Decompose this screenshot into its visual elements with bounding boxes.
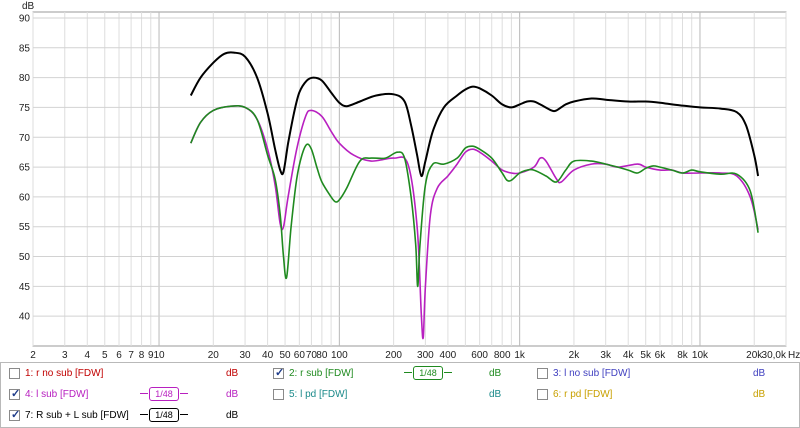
x-tick-label: 3k <box>600 350 612 361</box>
legend-item-4-checkbox[interactable]: ✓ <box>9 388 21 400</box>
x-axis-unit-label: Hz <box>788 350 800 361</box>
x-tick-label: 60 <box>294 350 306 361</box>
legend-item-2-unit: dB <box>489 368 502 379</box>
x-tick-label: 40 <box>262 350 274 361</box>
checkmark-icon: ✓ <box>11 388 21 400</box>
x-tick-labels: 2 3 4 5 6 7 8 9 10 20 30 40 50 60 70 80 100 200 300 400 600 8… <box>30 350 787 361</box>
legend-item-2-label[interactable]: 2: r sub [FDW] <box>289 368 354 379</box>
x-tick-label: 2k <box>569 350 581 361</box>
x-tick-label: 400 <box>440 350 457 361</box>
series-line-1 <box>190 104 759 340</box>
x-tick-label: 9 <box>148 350 154 361</box>
x-tick-label: 4 <box>84 350 90 361</box>
x-tick-label: 6 <box>116 350 122 361</box>
y-tick-label: 45 <box>19 282 31 293</box>
y-axis-label: dB <box>22 1 35 12</box>
x-tick-label: 50 <box>280 350 292 361</box>
x-tick-label: 80 <box>316 350 328 361</box>
legend-item-7-smoothing-icon[interactable]: 1/48 <box>140 408 188 422</box>
legend-item-7-label[interactable]: 7: R sub + L sub [FDW] <box>25 410 129 421</box>
x-tick-label: 6k <box>655 350 667 361</box>
legend-item-6-label[interactable]: 6: r pd [FDW] <box>553 389 613 400</box>
y-tick-label: 80 <box>19 73 31 84</box>
x-tick-label: 100 <box>331 350 348 361</box>
x-tick-label: 200 <box>385 350 402 361</box>
legend-item-5-unit: dB <box>489 389 502 400</box>
x-tick-label: 70 <box>306 350 318 361</box>
x-tick-label: 1k <box>514 350 526 361</box>
x-tick-label: 4k <box>623 350 635 361</box>
y-tick-label: 50 <box>19 252 31 263</box>
legend-item-2-checkbox[interactable]: ✓ <box>273 367 285 379</box>
legend-item-7-checkbox[interactable]: ✓ <box>9 409 21 421</box>
x-tick-label: 8k <box>677 350 689 361</box>
legend-panel: 1: r no sub [FDW] dB ✓ 2: r sub [FDW] 1/… <box>0 362 800 428</box>
legend-item-6-unit: dB <box>753 389 766 400</box>
y-tick-label: 75 <box>19 103 31 114</box>
legend-item-5-checkbox[interactable] <box>273 389 284 400</box>
legend-item-4-label[interactable]: 4: l sub [FDW] <box>25 389 89 400</box>
series-line-3 <box>189 51 760 178</box>
legend-item-3-unit: dB <box>753 368 766 379</box>
legend-item-6-checkbox[interactable] <box>537 389 548 400</box>
x-tick-label: 10k <box>692 350 709 361</box>
x-tick-label: 3 <box>62 350 68 361</box>
legend-item-1-checkbox[interactable] <box>9 368 20 379</box>
legend-item-1-unit: dB <box>226 368 239 379</box>
legend-row: 1: r no sub [FDW] dB ✓ 2: r sub [FDW] 1/… <box>1 364 799 385</box>
y-tick-label: 65 <box>19 163 31 174</box>
y-tick-labels: 40 45 50 55 60 65 70 75 80 85 90 <box>19 13 31 322</box>
y-tick-label: 55 <box>19 222 31 233</box>
x-tick-label: 30 <box>240 350 252 361</box>
x-tick-label: 2 <box>30 350 36 361</box>
x-tick-label: 7 <box>128 350 134 361</box>
legend-row: ✓ 4: l sub [FDW] 1/48 dB 5: l pd [FDW] d… <box>1 385 799 406</box>
x-tick-label: 10 <box>153 350 165 361</box>
x-tick-label: 20k <box>746 350 763 361</box>
checkmark-icon: ✓ <box>11 409 21 421</box>
legend-item-5-label[interactable]: 5: l pd [FDW] <box>289 389 348 400</box>
legend-item-7-unit: dB <box>226 410 239 421</box>
series-line-2 <box>190 104 759 288</box>
legend-item-4-smoothing-icon[interactable]: 1/48 <box>140 387 188 401</box>
plot-area <box>32 11 787 347</box>
x-tick-label: 300 <box>417 350 434 361</box>
y-tick-label: 70 <box>19 133 31 144</box>
legend-item-4-unit: dB <box>226 389 239 400</box>
x-tick-label: 30,0k <box>762 350 787 361</box>
legend-item-3-checkbox[interactable] <box>537 368 548 379</box>
x-tick-label: 600 <box>471 350 488 361</box>
legend-item-3-label[interactable]: 3: l no sub [FDW] <box>553 368 631 379</box>
x-tick-label: 5 <box>102 350 108 361</box>
legend-row: ✓ 7: R sub + L sub [FDW] 1/48 dB <box>1 406 799 427</box>
x-tick-label: 20 <box>208 350 220 361</box>
x-tick-label: 8 <box>139 350 145 361</box>
checkmark-icon: ✓ <box>275 367 285 379</box>
grid-lines <box>32 12 787 346</box>
x-tick-label: 5k <box>640 350 652 361</box>
x-tick-label: 800 <box>494 350 511 361</box>
y-tick-label: 40 <box>19 312 31 323</box>
legend-item-1-label[interactable]: 1: r no sub [FDW] <box>25 368 104 379</box>
y-tick-label: 90 <box>19 13 31 24</box>
legend-item-2-smoothing-icon[interactable]: 1/48 <box>404 366 452 380</box>
y-tick-label: 60 <box>19 192 31 203</box>
series-curves <box>189 51 760 340</box>
y-tick-label: 85 <box>19 43 31 54</box>
